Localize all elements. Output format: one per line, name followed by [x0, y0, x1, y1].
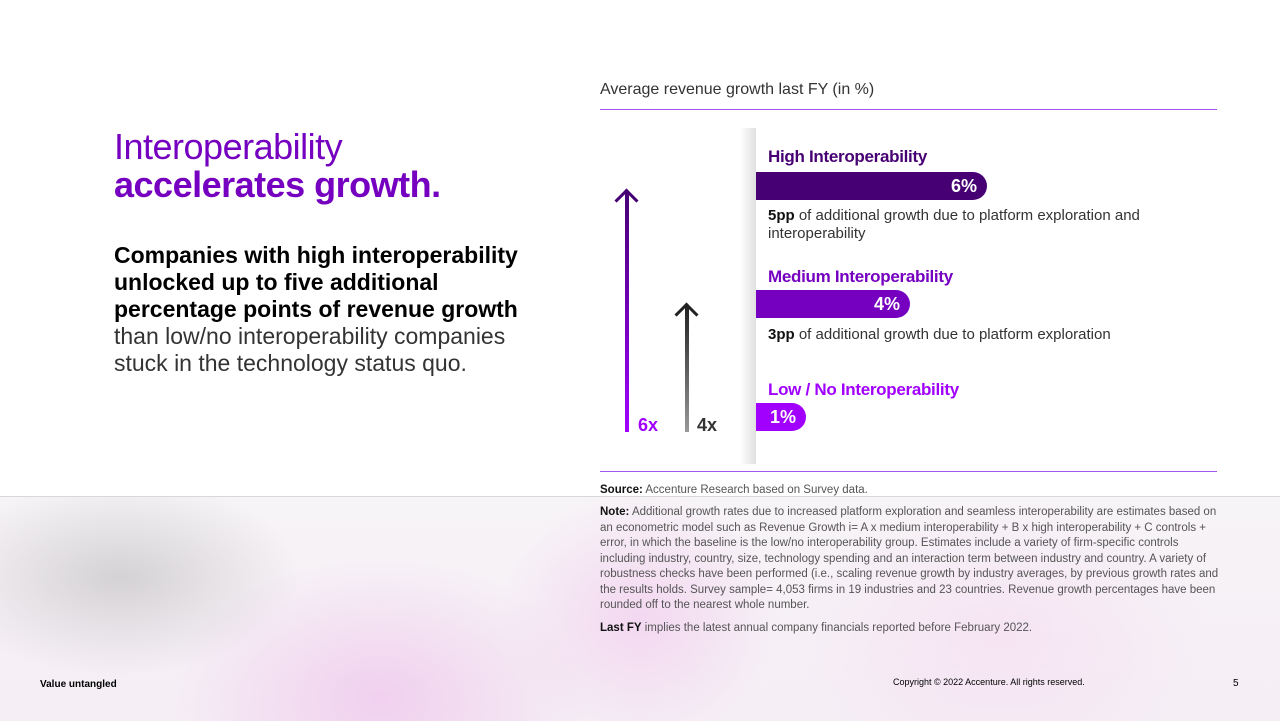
bar-high: 6% — [756, 172, 987, 200]
chart-shadow — [740, 128, 756, 464]
lastfy-note: Last FY implies the latest annual compan… — [600, 621, 1225, 637]
annotation-text: of additional growth due to platform exp… — [768, 207, 1140, 242]
footer-title: Value untangled — [40, 679, 117, 690]
category-label: Low / No Interoperability — [768, 380, 959, 399]
annotation-bold: 5pp — [768, 207, 795, 224]
description-regular: than low/no interoperability companies s… — [114, 323, 506, 376]
arrow-up-icon — [625, 192, 629, 432]
divider — [600, 471, 1217, 472]
bar-medium: 4% — [756, 290, 910, 318]
page-title: Interoperability accelerates growth. — [114, 128, 441, 204]
page-number: 5 — [1233, 678, 1239, 689]
category-label: Medium Interoperability — [768, 267, 953, 286]
source-note: Source: Accenture Research based on Surv… — [600, 483, 1225, 499]
source-label: Source: — [600, 484, 643, 496]
arrowhead-icon — [674, 302, 699, 327]
bar-annotation: 3pp of additional growth due to platform… — [768, 326, 1168, 344]
note-text: Additional growth rates due to increased… — [600, 506, 1219, 611]
chart-title: Average revenue growth last FY (in %) — [600, 81, 875, 98]
footer-background — [0, 496, 1280, 721]
lastfy-text: implies the latest annual company financ… — [641, 622, 1033, 634]
bar-low: 1% — [756, 403, 806, 431]
description-bold: Companies with high interoperability unl… — [114, 242, 518, 322]
multiplier-label: 4x — [697, 415, 718, 435]
multiplier-label: 6x — [638, 415, 659, 435]
divider — [600, 109, 1217, 110]
source-text: Accenture Research based on Survey data. — [642, 484, 868, 496]
title-line-1: Interoperability — [114, 126, 343, 167]
title-line-2: accelerates growth. — [114, 164, 441, 205]
category-label: High Interoperability — [768, 147, 927, 166]
bar-annotation: 5pp of additional growth due to platform… — [768, 207, 1168, 243]
annotation-text: of additional growth due to platform exp… — [794, 326, 1111, 343]
methodology-note: Note: Additional growth rates due to inc… — [600, 505, 1225, 614]
arrow-up-icon — [685, 306, 689, 432]
description: Companies with high interoperability unl… — [114, 242, 544, 377]
annotation-bold: 3pp — [768, 326, 795, 343]
copyright: Copyright © 2022 Accenture. All rights r… — [893, 677, 1085, 687]
lastfy-label: Last FY — [600, 622, 642, 634]
arrowhead-icon — [614, 188, 639, 213]
note-label: Note: — [600, 506, 630, 518]
